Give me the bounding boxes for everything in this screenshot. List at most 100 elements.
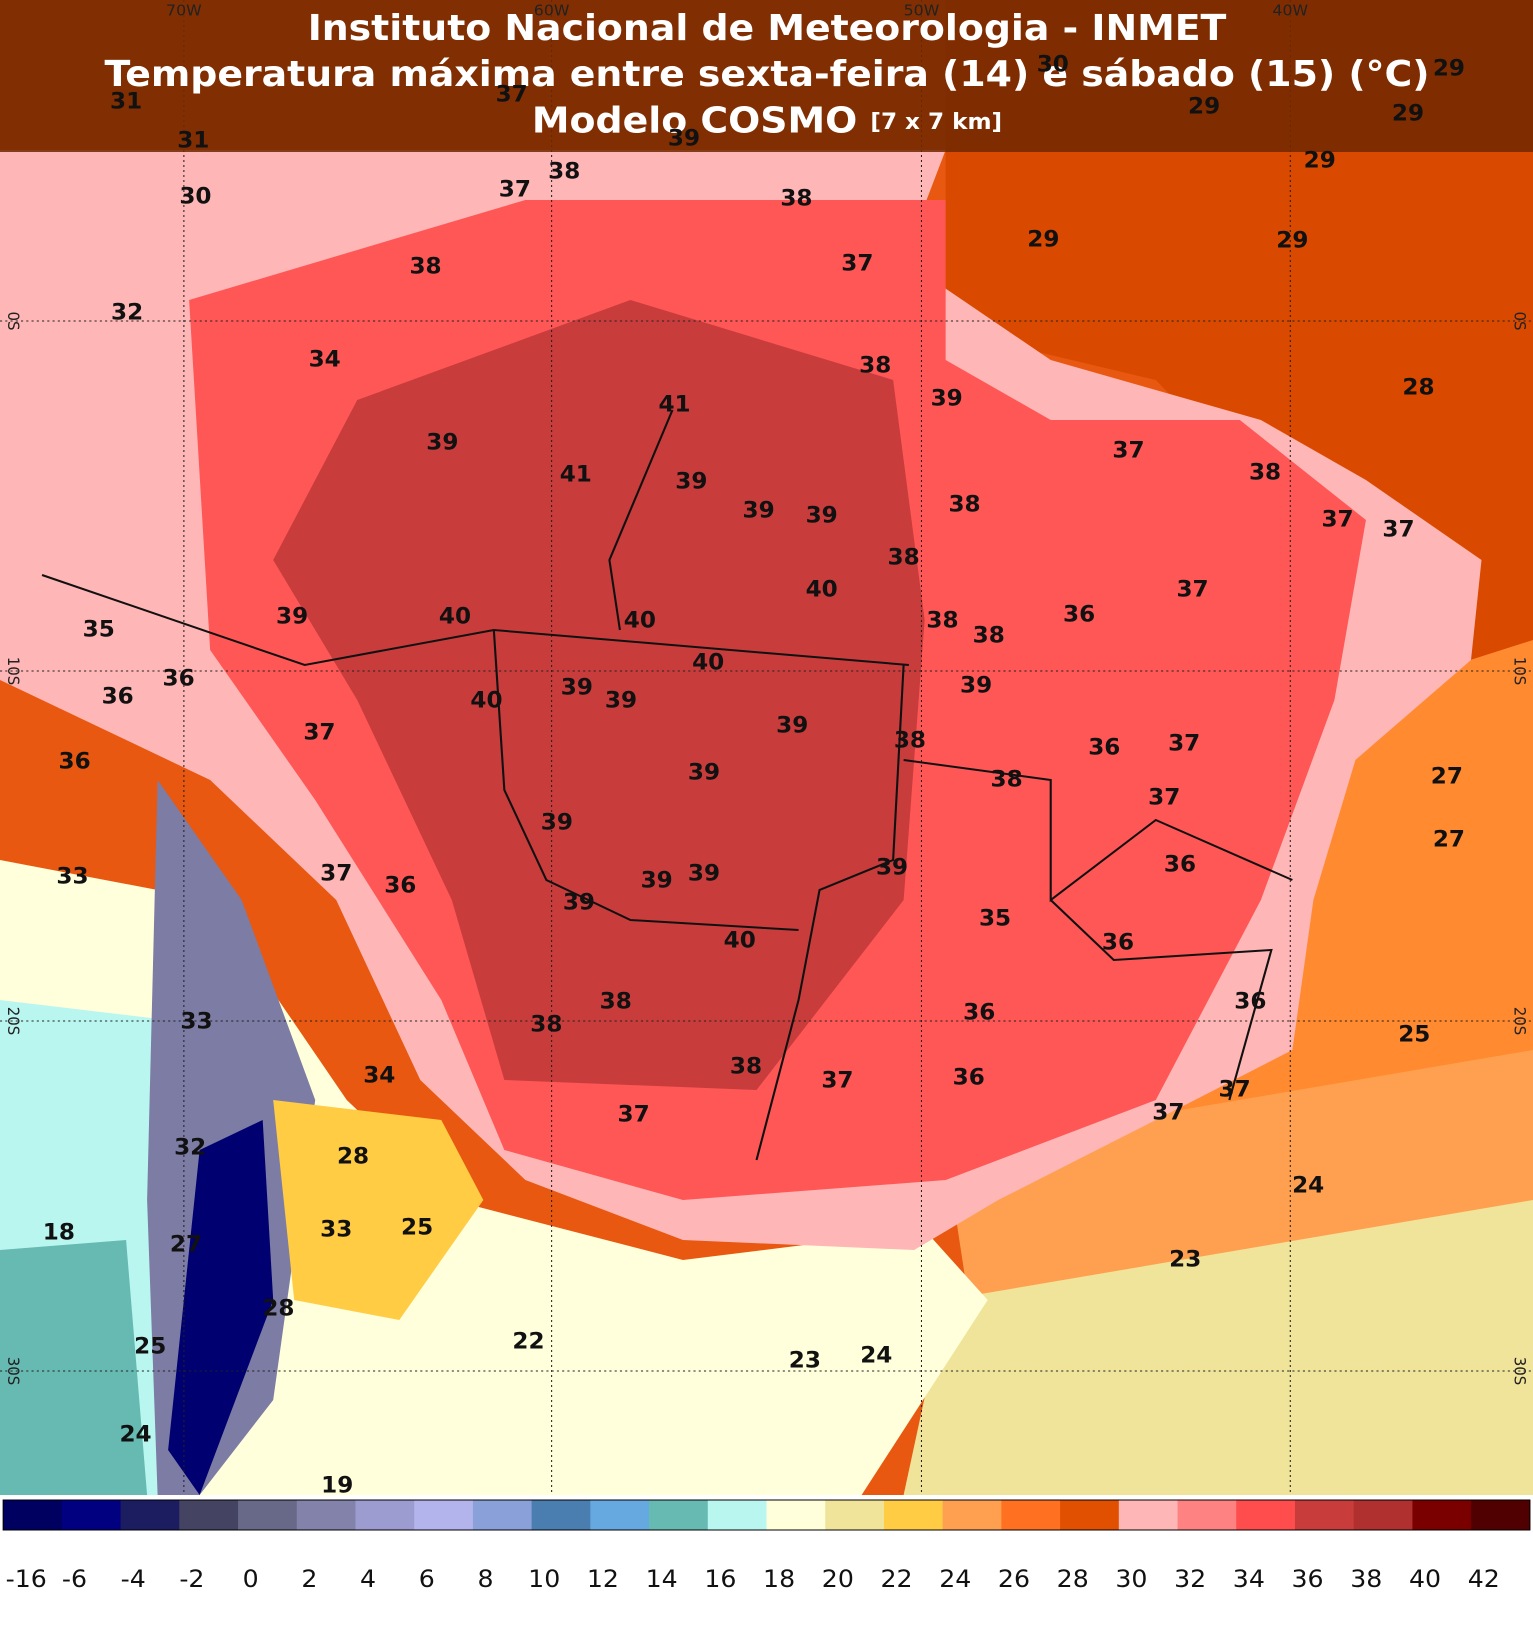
latitude-label: 10S <box>1511 657 1529 686</box>
colorbar-swatch <box>766 1500 826 1530</box>
header-model: Modelo COSMO [7 x 7 km] <box>532 99 1002 141</box>
colorbar-swatch <box>1001 1500 1061 1530</box>
temperature-label: 39 <box>426 430 458 455</box>
temperature-label: 38 <box>948 492 980 517</box>
temperature-label: 39 <box>876 855 908 880</box>
temperature-label: 23 <box>789 1348 821 1373</box>
model-resolution: [7 x 7 km] <box>870 109 1002 134</box>
temperature-label: 37 <box>320 861 352 886</box>
colorbar-swatch <box>1353 1500 1413 1530</box>
temperature-label: 38 <box>1249 460 1281 485</box>
temperature-label: 36 <box>1164 852 1196 877</box>
temperature-label: 39 <box>675 469 707 494</box>
colorbar-swatch <box>296 1500 356 1530</box>
colorbar-label: 12 <box>587 1564 619 1592</box>
temperature-label: 39 <box>563 890 595 915</box>
temperature-label: 28 <box>337 1144 369 1169</box>
colorbar-label: 34 <box>1233 1564 1265 1592</box>
temperature-label: 37 <box>1176 577 1208 602</box>
temperature-label: 33 <box>56 864 88 889</box>
temperature-label: 27 <box>1431 764 1463 789</box>
temperature-label: 18 <box>43 1220 75 1245</box>
temperature-label: 30 <box>1037 52 1069 77</box>
latitude-label: 30S <box>4 1357 22 1386</box>
temperature-label: 28 <box>262 1296 294 1321</box>
colorbar-label: -2 <box>179 1564 204 1592</box>
colorbar-swatch <box>883 1500 944 1530</box>
temperature-label: 36 <box>1063 602 1095 627</box>
temperature-label: 31 <box>177 128 209 153</box>
temperature-label: 37 <box>1219 1077 1251 1102</box>
temperature-label: 38 <box>530 1012 562 1037</box>
colorbar-label: 2 <box>301 1564 317 1592</box>
temperature-label: 39 <box>688 861 720 886</box>
temperature-label: 38 <box>780 186 812 211</box>
temperature-label: 37 <box>499 177 531 202</box>
temperature-label: 41 <box>560 462 592 487</box>
temperature-label: 32 <box>174 1135 206 1160</box>
temperature-label: 37 <box>1112 438 1144 463</box>
colorbar-frame <box>2 1499 1531 1531</box>
colorbar-label: 0 <box>243 1564 259 1592</box>
temperature-label: 37 <box>1168 731 1200 756</box>
temperature-label: 34 <box>309 347 341 372</box>
latitude-label: 20S <box>4 1007 22 1036</box>
temperature-label: 38 <box>548 159 580 184</box>
colorbar-swatch <box>120 1500 180 1530</box>
temperature-label: 40 <box>724 928 756 953</box>
colorbar-swatch <box>825 1500 885 1530</box>
temperature-label: 41 <box>658 392 690 417</box>
colorbar-label: 28 <box>1057 1564 1089 1592</box>
header-band <box>0 0 1533 152</box>
temperature-label: 35 <box>979 906 1011 931</box>
colorbar-label: 30 <box>1115 1564 1147 1592</box>
temperature-label: 38 <box>409 254 441 279</box>
temperature-label: 36 <box>953 1065 985 1090</box>
colorbar-label: 22 <box>881 1564 913 1592</box>
temperature-label: 39 <box>668 126 700 151</box>
longitude-label: 50W <box>904 2 940 20</box>
temperature-label: 39 <box>960 673 992 698</box>
temperature-label: 29 <box>1188 94 1220 119</box>
colorbar-label: 20 <box>822 1564 854 1592</box>
colorbar-swatch <box>590 1500 650 1530</box>
colorbar: -16 -6 -4 -2 0 2 4 6 8 10 12 14 16 18 20 22 24 26 28 30 32 34… <box>2 1499 1531 1593</box>
colorbar-swatch <box>1236 1500 1296 1530</box>
temperature-label: 24 <box>119 1422 151 1447</box>
temperature-labels: 31 37 31 39 30 29 29 29 29 30 37 38 38 29 29 37 38 32 34 38… <box>43 52 1465 1498</box>
temperature-label: 29 <box>1027 227 1059 252</box>
temperature-label: 37 <box>303 720 335 745</box>
colorbar-label: 8 <box>477 1564 493 1592</box>
colorbar-swatch <box>1294 1500 1355 1530</box>
colorbar-swatch <box>1471 1500 1531 1530</box>
temperature-label: 39 <box>806 503 838 528</box>
temperature-label: 35 <box>83 617 115 642</box>
temperature-label: 38 <box>859 353 891 378</box>
temperature-label: 24 <box>1292 1173 1324 1198</box>
temperature-label: 36 <box>102 684 134 709</box>
colorbar-label: 16 <box>704 1564 736 1592</box>
model-name: Modelo COSMO <box>532 99 857 141</box>
colorbar-swatch <box>472 1500 533 1530</box>
colorbar-label: 32 <box>1174 1564 1206 1592</box>
temperature-label: 38 <box>730 1054 762 1079</box>
temperature-label: 29 <box>1276 228 1308 253</box>
temperature-label: 38 <box>991 767 1023 792</box>
colorbar-label: 38 <box>1350 1564 1382 1592</box>
colorbar-swatch <box>1412 1500 1472 1530</box>
colorbar-swatch <box>942 1500 1002 1530</box>
temperature-label: 40 <box>624 608 656 633</box>
temperature-label: 37 <box>841 251 873 276</box>
temperature-label: 37 <box>496 82 528 107</box>
colorbar-label: 40 <box>1409 1564 1441 1592</box>
colorbar-swatch <box>414 1500 474 1530</box>
temperature-label: 31 <box>110 89 142 114</box>
latitude-label: 0S <box>4 311 22 330</box>
temperature-label: 39 <box>561 675 593 700</box>
temperature-label: 28 <box>1402 375 1434 400</box>
colorbar-swatch <box>531 1500 591 1530</box>
header-subtitle: Temperatura máxima entre sexta-feira (14… <box>105 53 1430 95</box>
temperature-label: 39 <box>776 713 808 738</box>
